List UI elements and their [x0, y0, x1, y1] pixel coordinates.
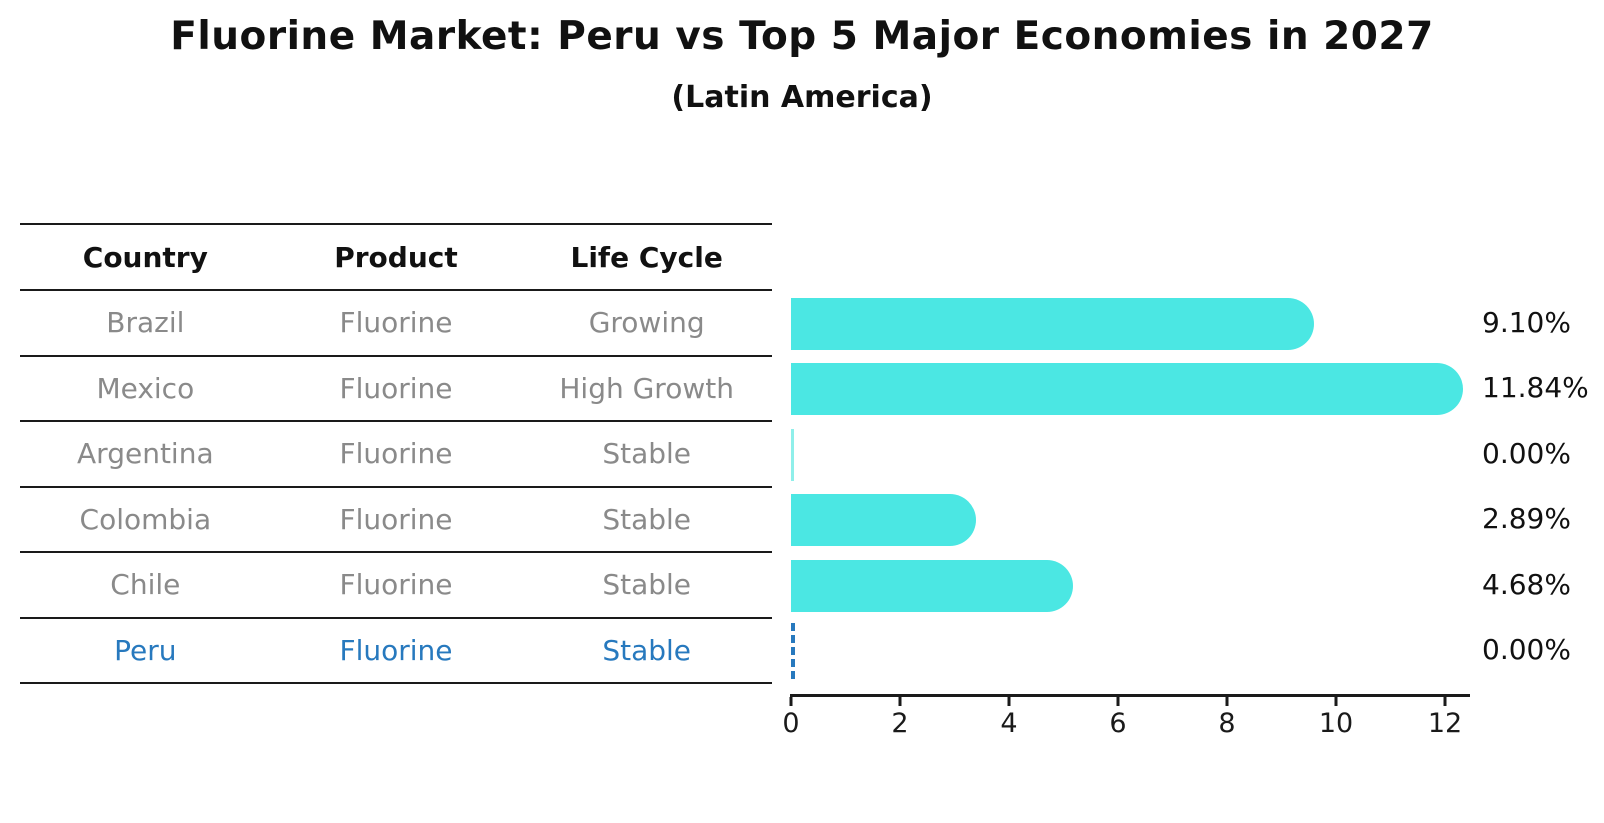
x-axis-tick [1225, 697, 1229, 706]
table-row-chile: Chile Fluorine Stable [20, 551, 772, 617]
data-table: Country Product Life Cycle Brazil Fluori… [20, 223, 772, 684]
cell-product: Fluorine [339, 502, 453, 536]
cell-product: Fluorine [339, 306, 453, 340]
bar-peru-zero-marker [791, 623, 795, 679]
header-cell-product: Product [334, 240, 458, 274]
cell-life-cycle: High Growth [559, 371, 734, 405]
x-axis-tick [1116, 697, 1120, 706]
x-axis-tick-label: 8 [1218, 708, 1236, 739]
header-cell-country: Country [82, 240, 208, 274]
bar-colombia [791, 494, 976, 546]
value-label-brazil: 9.10% [1482, 306, 1571, 339]
table-row-mexico: Mexico Fluorine High Growth [20, 354, 772, 421]
bar-argentina [791, 429, 794, 481]
cell-product: Fluorine [339, 437, 453, 471]
cell-life-cycle: Stable [602, 633, 692, 667]
cell-country: Brazil [106, 306, 185, 340]
bar-chile [791, 560, 1074, 612]
cell-country: Peru [114, 633, 177, 667]
value-label-colombia: 2.89% [1482, 502, 1571, 535]
header-cell-life-cycle: Life Cycle [570, 240, 723, 274]
x-axis-tick-label: 4 [1000, 708, 1018, 739]
table-row-argentina: Argentina Fluorine Stable [20, 420, 772, 486]
cell-country: Mexico [96, 371, 195, 405]
x-axis-tick-label: 12 [1427, 708, 1463, 739]
table-row-colombia: Colombia Fluorine Stable [20, 485, 772, 552]
value-label-argentina: 0.00% [1482, 437, 1571, 470]
cell-product: Fluorine [339, 371, 453, 405]
x-axis-tick-label: 10 [1318, 708, 1354, 739]
x-axis-tick [1007, 697, 1011, 706]
x-axis-tick [789, 697, 793, 706]
cell-product: Fluorine [339, 568, 453, 602]
value-label-peru: 0.00% [1482, 633, 1571, 666]
table-row-peru: Peru Fluorine Stable [20, 616, 772, 683]
x-axis-tick [1443, 697, 1447, 706]
bar-brazil [791, 298, 1314, 350]
x-axis-tick [898, 697, 902, 706]
cell-life-cycle: Stable [602, 502, 692, 536]
x-axis-line [790, 694, 1470, 697]
chart-subtitle: (Latin America) [671, 80, 933, 115]
x-axis-tick-label: 0 [782, 708, 800, 739]
cell-product: Fluorine [339, 633, 453, 667]
value-label-mexico: 11.84% [1482, 371, 1589, 404]
cell-life-cycle: Growing [588, 306, 705, 340]
cell-country: Colombia [79, 502, 212, 536]
cell-country: Chile [110, 568, 181, 602]
value-label-chile: 4.68% [1482, 568, 1571, 601]
x-axis-tick-label: 6 [1109, 708, 1127, 739]
chart-title: Fluorine Market: Peru vs Top 5 Major Eco… [170, 14, 1434, 59]
cell-life-cycle: Stable [602, 568, 692, 602]
bar-mexico [791, 363, 1464, 415]
table-row-brazil: Brazil Fluorine Growing [20, 289, 772, 355]
cell-country: Argentina [77, 437, 214, 471]
x-axis-tick [1334, 697, 1338, 706]
x-axis-tick-label: 2 [891, 708, 909, 739]
table-header-row: Country Product Life Cycle [20, 223, 772, 289]
cell-life-cycle: Stable [602, 437, 692, 471]
